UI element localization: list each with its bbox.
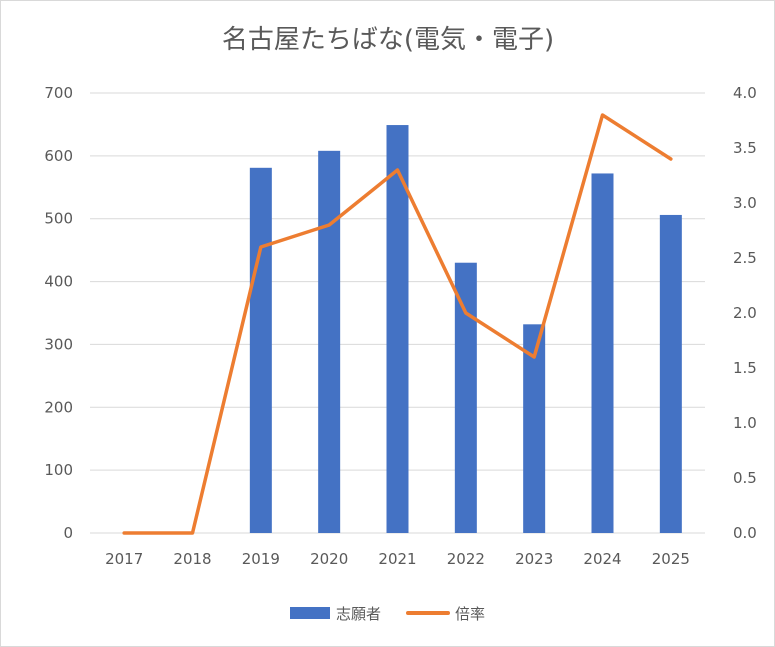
right-tick-label: 1.5 <box>733 359 757 377</box>
bar <box>659 214 682 533</box>
x-tick-label: 2022 <box>447 550 485 568</box>
bar <box>454 262 477 533</box>
left-tick-label: 600 <box>44 147 73 165</box>
right-tick-label: 0.0 <box>733 524 757 542</box>
left-tick-label: 0 <box>63 524 73 542</box>
bar <box>318 150 341 534</box>
legend: 志願者 倍率 <box>290 605 485 623</box>
bar-series <box>249 125 682 534</box>
right-tick-label: 4.0 <box>733 84 757 102</box>
x-tick-label: 2021 <box>378 550 416 568</box>
x-tick-label: 2019 <box>242 550 280 568</box>
x-tick-label: 2018 <box>173 550 211 568</box>
right-axis-ticks: 0.0 0.5 1.0 1.5 2.0 2.5 3.0 3.5 4.0 <box>733 84 757 542</box>
left-tick-label: 500 <box>44 210 73 228</box>
left-tick-label: 200 <box>44 398 73 416</box>
legend-swatch-bar <box>290 607 330 619</box>
left-tick-label: 300 <box>44 335 73 353</box>
x-tick-label: 2020 <box>310 550 348 568</box>
bar <box>249 167 272 534</box>
x-tick-label: 2023 <box>515 550 553 568</box>
right-tick-label: 0.5 <box>733 469 757 487</box>
x-tick-label: 2017 <box>105 550 143 568</box>
right-tick-label: 2.5 <box>733 249 757 267</box>
right-tick-label: 2.0 <box>733 304 757 322</box>
chart-title: 名古屋たちばな(電気・電子) <box>222 25 554 55</box>
right-tick-label: 3.5 <box>733 139 757 157</box>
x-axis-ticks: 2017 2018 2019 2020 2021 2022 2023 2024 2025 <box>105 550 690 568</box>
x-tick-label: 2024 <box>583 550 621 568</box>
legend-label-line: 倍率 <box>455 605 485 623</box>
left-tick-label: 100 <box>44 461 73 479</box>
x-tick-label: 2025 <box>652 550 690 568</box>
right-tick-label: 3.0 <box>733 194 757 212</box>
left-tick-label: 400 <box>44 273 73 291</box>
right-tick-label: 1.0 <box>733 414 757 432</box>
left-axis-ticks: 0 100 200 300 400 500 600 700 <box>44 84 73 542</box>
bar <box>591 173 614 533</box>
bar <box>523 324 546 533</box>
line-series <box>122 113 673 535</box>
left-tick-label: 700 <box>44 84 73 102</box>
legend-label-bar: 志願者 <box>336 605 381 623</box>
bar <box>386 125 409 534</box>
